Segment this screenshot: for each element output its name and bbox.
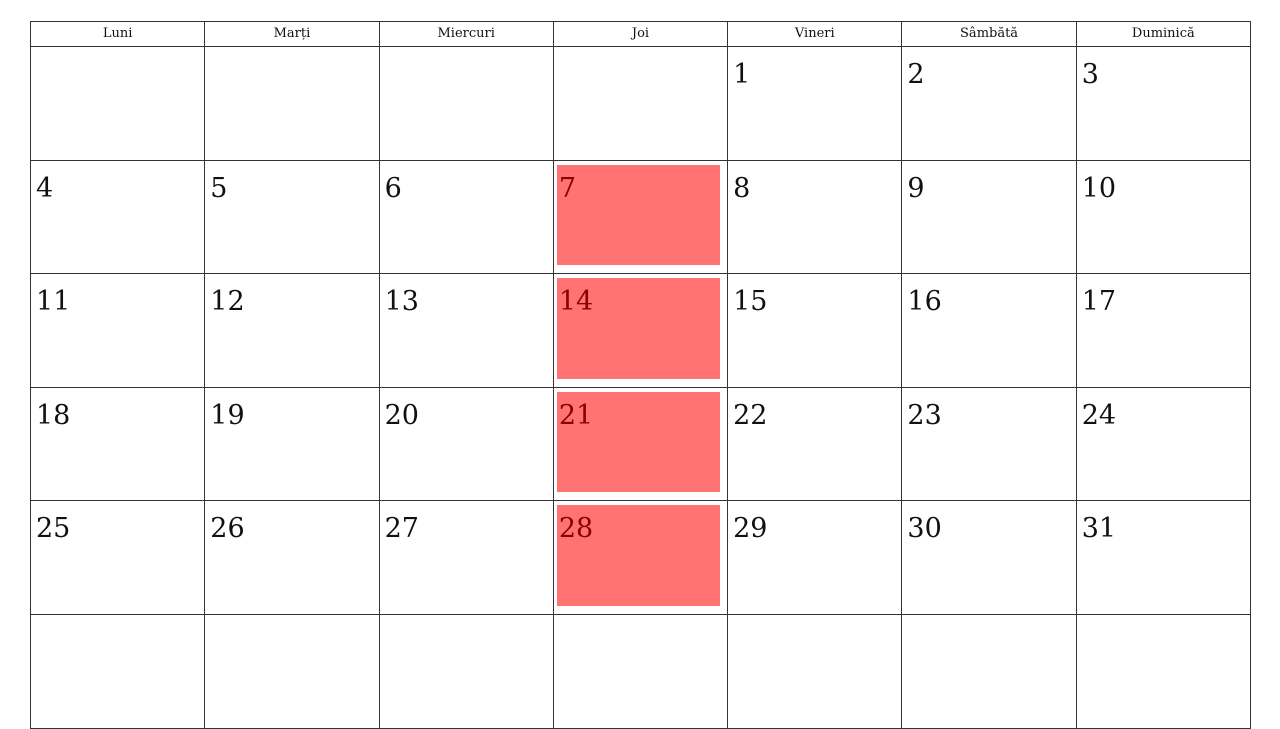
day-cell[interactable]: 9 bbox=[901, 160, 1075, 274]
day-number: 4 bbox=[36, 172, 54, 204]
day-number: 31 bbox=[1081, 513, 1117, 545]
day-number: 20 bbox=[384, 399, 419, 431]
week-row bbox=[30, 614, 1251, 729]
day-cell[interactable] bbox=[31, 615, 204, 728]
day-cell[interactable] bbox=[378, 47, 553, 160]
weekday-label: Vineri bbox=[727, 22, 901, 46]
day-cell[interactable]: 10 bbox=[1075, 160, 1250, 274]
day-cell[interactable]: 27 bbox=[378, 501, 553, 614]
day-number: 5 bbox=[210, 172, 228, 204]
day-cell[interactable]: 31 bbox=[1075, 501, 1250, 614]
day-number: 12 bbox=[210, 286, 245, 318]
day-cell[interactable] bbox=[378, 614, 553, 728]
day-number: 26 bbox=[210, 513, 245, 545]
day-number: 23 bbox=[907, 399, 942, 431]
day-cell[interactable]: 29 bbox=[727, 501, 901, 614]
day-cell[interactable]: 5 bbox=[204, 160, 378, 274]
day-cell[interactable] bbox=[1075, 614, 1250, 728]
day-number: 15 bbox=[733, 286, 768, 318]
day-number: 30 bbox=[907, 513, 942, 545]
day-cell[interactable]: 18 bbox=[31, 388, 204, 501]
day-cell[interactable]: 4 bbox=[31, 161, 204, 274]
day-cell[interactable] bbox=[727, 614, 901, 728]
weekday-label: Miercuri bbox=[378, 22, 553, 46]
day-number: 1 bbox=[733, 59, 751, 90]
day-number: 28 bbox=[558, 513, 594, 545]
day-cell[interactable]: 25 bbox=[31, 501, 204, 614]
day-number: 21 bbox=[558, 399, 594, 431]
day-number: 6 bbox=[384, 172, 402, 204]
weekday-label: Joi bbox=[552, 22, 727, 46]
day-cell[interactable] bbox=[31, 47, 204, 160]
weekday-label: Sâmbătă bbox=[901, 22, 1075, 46]
day-number: 7 bbox=[558, 172, 577, 204]
week-row: 25 26 27 28 29 30 31 bbox=[30, 501, 1251, 615]
day-cell[interactable]: 3 bbox=[1075, 47, 1250, 160]
week-row: 11 12 13 14 15 16 17 bbox=[30, 274, 1251, 388]
day-number: 8 bbox=[733, 172, 751, 204]
day-cell[interactable]: 30 bbox=[901, 501, 1075, 614]
day-cell[interactable]: 7 bbox=[552, 160, 727, 274]
day-cell[interactable]: 8 bbox=[727, 160, 901, 274]
day-cell[interactable] bbox=[204, 47, 378, 160]
day-highlight bbox=[556, 164, 721, 266]
weekday-label: Luni bbox=[102, 26, 133, 41]
day-highlight bbox=[556, 391, 721, 493]
day-cell[interactable]: 12 bbox=[204, 274, 378, 387]
day-highlight bbox=[556, 278, 721, 379]
day-cell[interactable]: 20 bbox=[378, 387, 553, 501]
day-cell[interactable] bbox=[552, 47, 727, 160]
day-cell[interactable]: 2 bbox=[901, 47, 1075, 160]
day-number: 27 bbox=[384, 513, 419, 545]
day-cell[interactable]: 14 bbox=[552, 274, 727, 387]
day-cell[interactable]: 15 bbox=[727, 274, 901, 387]
day-cell[interactable]: 21 bbox=[552, 387, 727, 501]
weekday-header: Luni Marți Miercuri Joi Vineri Sâmbătă Duminic… bbox=[30, 21, 1251, 47]
day-cell[interactable]: 6 bbox=[378, 160, 553, 274]
day-cell[interactable]: 19 bbox=[204, 387, 378, 501]
week-row: 18 19 20 21 22 23 24 bbox=[30, 387, 1251, 502]
day-number: 18 bbox=[36, 399, 71, 431]
week-row: 4 5 6 7 8 9 10 bbox=[30, 160, 1251, 275]
day-number: 29 bbox=[733, 513, 768, 545]
weekday-label: Marți bbox=[204, 22, 378, 46]
day-number: 3 bbox=[1081, 59, 1099, 90]
day-cell[interactable]: 26 bbox=[204, 501, 378, 614]
day-cell[interactable]: 24 bbox=[1075, 387, 1250, 501]
day-cell[interactable]: 13 bbox=[378, 274, 553, 387]
day-number: 14 bbox=[558, 286, 594, 318]
day-cell[interactable]: 16 bbox=[901, 274, 1075, 387]
day-cell[interactable]: 17 bbox=[1075, 274, 1250, 387]
day-highlight bbox=[556, 505, 721, 606]
week-row: 1 2 3 bbox=[30, 47, 1251, 161]
day-cell[interactable]: 11 bbox=[31, 274, 204, 387]
day-number: 16 bbox=[907, 286, 942, 318]
day-cell[interactable]: 28 bbox=[552, 501, 727, 614]
day-number: 24 bbox=[1081, 399, 1117, 431]
day-cell[interactable]: 1 bbox=[727, 47, 901, 160]
day-number: 10 bbox=[1081, 172, 1117, 204]
day-cell[interactable]: 23 bbox=[901, 387, 1075, 501]
weekday-label: Duminică bbox=[1075, 22, 1250, 46]
day-cell[interactable]: 22 bbox=[727, 387, 901, 501]
day-cell[interactable] bbox=[204, 614, 378, 728]
day-number: 9 bbox=[907, 172, 925, 204]
day-number: 19 bbox=[210, 399, 245, 431]
calendar-grid: 1 2 3 4 5 6 7 8 9 10 11 12 13 14 15 16 17 18 19 20 21 22 23 24 2… bbox=[30, 47, 1251, 729]
day-number: 2 bbox=[907, 59, 925, 90]
day-number: 13 bbox=[384, 286, 419, 318]
day-number: 25 bbox=[36, 513, 71, 545]
day-number: 11 bbox=[36, 286, 71, 318]
day-cell[interactable] bbox=[552, 614, 727, 728]
day-number: 17 bbox=[1081, 286, 1117, 318]
month-calendar: Luni Marți Miercuri Joi Vineri Sâmbătă Duminic… bbox=[30, 21, 1251, 729]
day-cell[interactable] bbox=[901, 614, 1075, 728]
day-number: 22 bbox=[733, 399, 768, 431]
